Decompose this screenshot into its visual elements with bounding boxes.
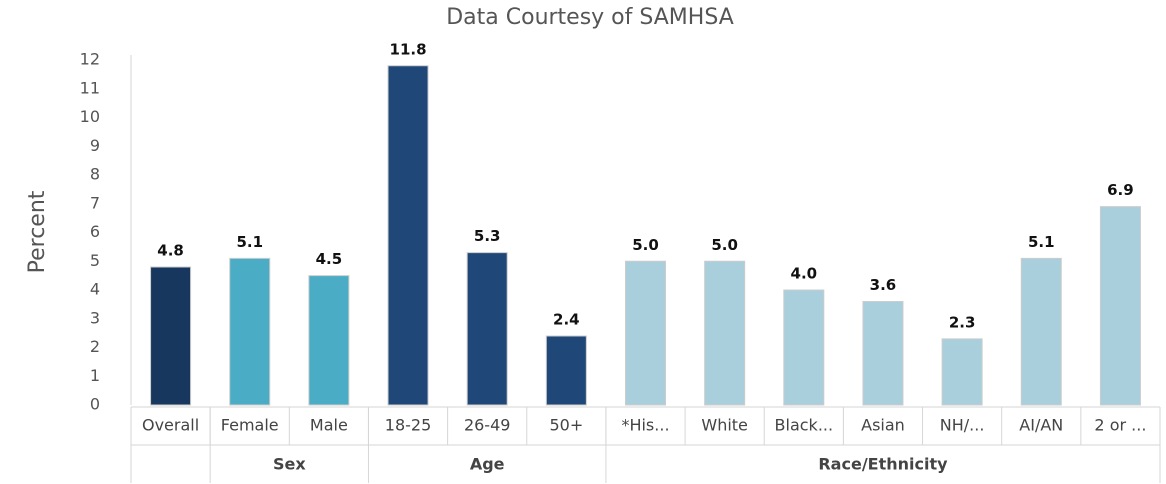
bar [941,338,983,406]
x-tick-label: 26-49 [464,416,511,435]
bar [783,289,825,406]
y-axis-label: Percent [25,190,50,273]
x-tick-label: Overall [142,416,199,435]
value-label: 4.0 [791,265,818,283]
value-label: 5.0 [711,236,738,254]
bar [1099,206,1141,406]
bar [1020,257,1062,406]
value-label: 5.0 [632,236,659,254]
y-tick-label: 5 [90,251,100,270]
y-tick-label: 7 [90,193,100,212]
bar [862,301,904,406]
x-tick-label: Black... [775,416,834,435]
value-label: 5.3 [474,227,501,245]
x-tick-label: *His... [621,416,669,435]
x-tick-label: 18-25 [385,416,432,435]
value-label: 2.3 [949,313,976,331]
y-tick-label: 12 [80,50,100,69]
y-tick-label: 1 [90,366,100,385]
bar [387,65,429,406]
x-tick-label: Male [310,416,348,435]
y-tick-label: 3 [90,308,100,327]
value-label: 11.8 [390,40,427,58]
y-tick-label: 6 [90,222,100,241]
value-label: 5.1 [1028,233,1055,251]
bar [466,252,508,406]
y-tick-label: 4 [90,280,100,299]
value-label: 3.6 [870,276,897,294]
x-tick-label: Female [221,416,279,435]
group-label: Sex [273,455,306,474]
bar [625,260,666,406]
value-label: 5.1 [236,233,263,251]
y-tick-label: 9 [90,136,100,155]
x-tick-label: NH/... [940,416,985,435]
value-label: 4.5 [316,250,343,268]
x-tick-label: 50+ [549,416,583,435]
y-tick-label: 11 [80,78,100,97]
bar [545,335,587,406]
group-label: Race/Ethnicity [818,455,948,474]
bar [150,266,192,406]
x-tick-label: White [701,416,748,435]
y-tick-label: 8 [90,165,100,184]
value-label: 4.8 [157,242,184,260]
x-tick-label: Asian [861,416,905,435]
x-tick-label: 2 or ... [1094,416,1146,435]
y-tick-label: 2 [90,337,100,356]
chart-title: Data Courtesy of SAMHSA [446,5,734,30]
value-label: 6.9 [1107,181,1134,199]
y-tick-label: 10 [80,107,100,126]
x-tick-label: AI/AN [1019,416,1063,435]
bar [308,275,350,406]
bar [229,257,271,406]
y-tick-label: 0 [90,395,100,414]
bar [704,260,746,406]
group-label: Age [470,455,505,474]
value-label: 2.4 [553,311,580,329]
